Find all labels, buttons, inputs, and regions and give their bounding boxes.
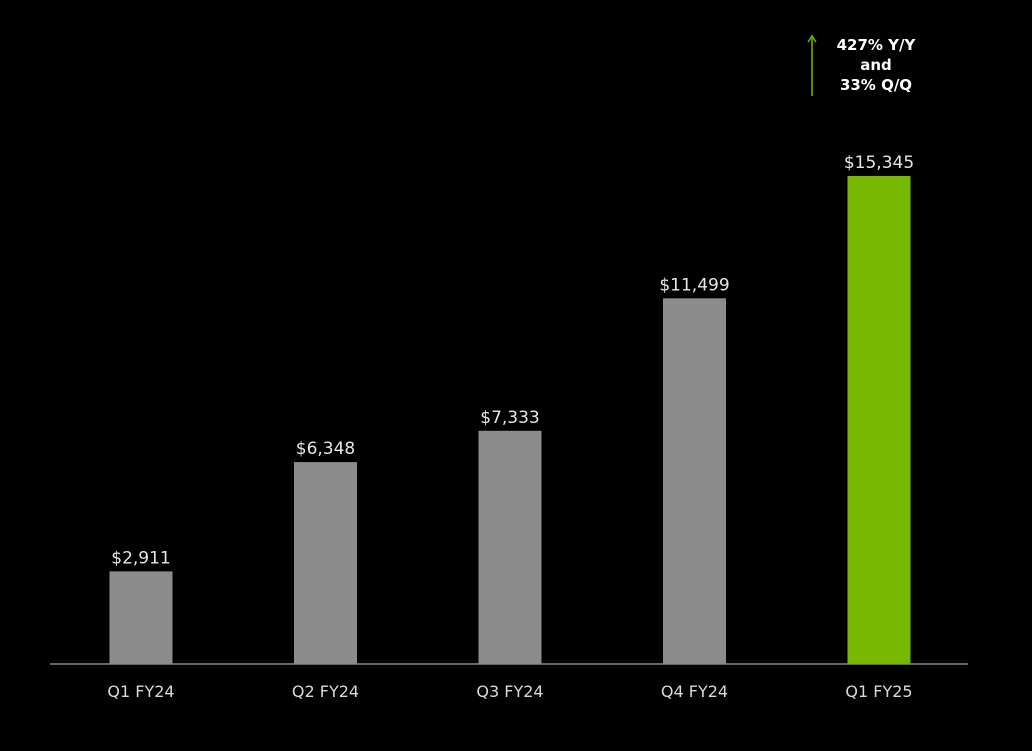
growth-qoq-text: 33% Q/Q: [839, 76, 913, 94]
x-tick-label: Q2 FY24: [292, 682, 359, 701]
bar-value-label: $11,499: [659, 275, 729, 295]
up-arrow-icon: [807, 34, 817, 96]
x-tick-label: Q1 FY24: [107, 682, 174, 701]
bar: [663, 298, 726, 664]
bar-value-label: $2,911: [111, 548, 170, 568]
bar: [109, 571, 173, 664]
bar-value-label: $7,333: [480, 408, 539, 428]
bar: [294, 462, 357, 664]
growth-yoy-text: 427% Y/Y: [836, 36, 916, 54]
bar: [478, 430, 542, 664]
value-label-group: $2,911 $6,348 $7,333 $11,499 $15,345: [111, 153, 914, 568]
x-tick-label-group: Q1 FY24 Q2 FY24 Q3 FY24 Q4 FY24 Q1 FY25: [107, 682, 912, 701]
bar: [847, 176, 911, 664]
bar-value-label: $6,348: [296, 439, 355, 459]
x-tick-label: Q4 FY24: [661, 682, 728, 701]
bar-value-label: $15,345: [844, 153, 914, 173]
growth-callout-text: 427% Y/Y and 33% Q/Q: [820, 35, 932, 95]
x-tick-label: Q3 FY24: [476, 682, 543, 701]
bar-group: [109, 176, 911, 664]
growth-callout: 427% Y/Y and 33% Q/Q: [800, 30, 950, 100]
growth-and-text: and: [860, 56, 892, 74]
x-tick-label: Q1 FY25: [845, 682, 912, 701]
